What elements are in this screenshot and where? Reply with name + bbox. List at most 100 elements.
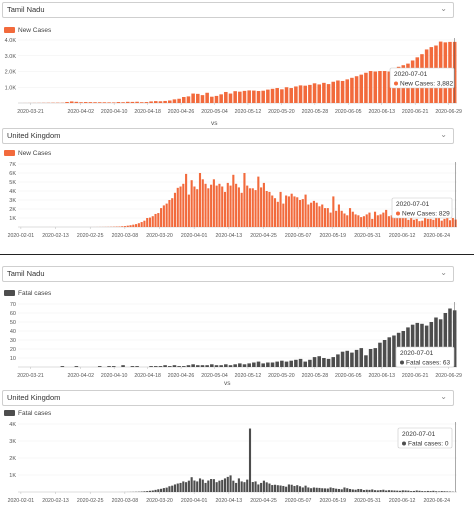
bar[interactable] xyxy=(163,100,167,103)
bar[interactable] xyxy=(323,208,327,227)
bar[interactable] xyxy=(298,358,303,367)
bar[interactable] xyxy=(248,428,252,492)
bar[interactable] xyxy=(371,218,374,227)
bar[interactable] xyxy=(146,491,149,492)
bar[interactable] xyxy=(251,482,254,492)
bar[interactable] xyxy=(257,484,260,492)
bar[interactable] xyxy=(443,313,448,367)
bar[interactable] xyxy=(261,90,265,103)
bar[interactable] xyxy=(158,101,163,103)
bar[interactable] xyxy=(129,225,132,227)
bar[interactable] xyxy=(284,361,289,367)
region-select[interactable]: Tamil Nadu ⌄ xyxy=(2,266,454,282)
bar[interactable] xyxy=(262,480,265,492)
bar[interactable] xyxy=(287,484,290,492)
bar[interactable] xyxy=(340,210,343,227)
bar[interactable] xyxy=(387,337,392,367)
bar[interactable] xyxy=(275,361,279,367)
bar[interactable] xyxy=(229,185,232,227)
bar[interactable] xyxy=(176,483,179,492)
bar[interactable] xyxy=(396,490,399,492)
bar[interactable] xyxy=(398,214,402,227)
bar[interactable] xyxy=(331,357,336,367)
chart-uk-new-cases[interactable]: 1K 2K 3K 4K 5K 6K 7K 2020-02-01 2020-02-13 2020-0… xyxy=(0,160,474,242)
bar[interactable] xyxy=(247,363,251,367)
bar[interactable] xyxy=(235,183,238,227)
bar[interactable] xyxy=(157,489,160,492)
bar[interactable] xyxy=(429,322,434,367)
bar[interactable] xyxy=(198,173,202,227)
bar[interactable] xyxy=(326,488,329,492)
bar[interactable] xyxy=(74,101,79,103)
bar[interactable] xyxy=(219,365,223,367)
bar[interactable] xyxy=(410,324,415,367)
bar[interactable] xyxy=(200,95,205,103)
bar[interactable] xyxy=(187,194,190,227)
bar[interactable] xyxy=(435,491,438,492)
bar[interactable] xyxy=(186,365,191,367)
bar[interactable] xyxy=(171,485,174,492)
bar[interactable] xyxy=(111,102,116,103)
bar[interactable] xyxy=(354,349,359,367)
bar[interactable] xyxy=(407,490,410,492)
bar[interactable] xyxy=(260,482,263,492)
bar[interactable] xyxy=(421,220,424,227)
bar[interactable] xyxy=(379,490,382,492)
bar[interactable] xyxy=(301,487,304,492)
bar[interactable] xyxy=(154,213,157,227)
bar[interactable] xyxy=(168,366,172,367)
bar[interactable] xyxy=(252,362,256,368)
bar[interactable] xyxy=(176,187,179,227)
bar[interactable] xyxy=(179,186,182,228)
bar[interactable] xyxy=(126,225,129,227)
bar[interactable] xyxy=(290,193,293,227)
bar[interactable] xyxy=(204,482,207,492)
bar[interactable] xyxy=(214,365,219,367)
bar[interactable] xyxy=(440,220,443,227)
bar[interactable] xyxy=(336,354,340,367)
bar[interactable] xyxy=(200,365,205,367)
bar[interactable] xyxy=(182,366,186,367)
bar[interactable] xyxy=(246,185,249,227)
bar[interactable] xyxy=(371,489,374,492)
bar[interactable] xyxy=(376,215,379,227)
bar[interactable] xyxy=(404,213,407,228)
bar[interactable] xyxy=(326,208,329,227)
bar[interactable] xyxy=(312,200,315,227)
bar[interactable] xyxy=(318,487,321,492)
bar[interactable] xyxy=(276,485,279,492)
bar[interactable] xyxy=(279,485,282,492)
bar[interactable] xyxy=(298,200,302,227)
bar[interactable] xyxy=(172,365,177,367)
bar[interactable] xyxy=(254,481,257,492)
bar[interactable] xyxy=(123,226,127,227)
bar[interactable] xyxy=(448,308,452,368)
bar[interactable] xyxy=(437,491,440,492)
bar[interactable] xyxy=(196,481,199,492)
bar[interactable] xyxy=(322,358,326,367)
bar[interactable] xyxy=(79,102,83,103)
bar[interactable] xyxy=(304,485,307,492)
bar[interactable] xyxy=(196,93,200,103)
bar[interactable] xyxy=(423,491,427,492)
bar[interactable] xyxy=(310,488,313,492)
bar[interactable] xyxy=(329,212,332,227)
bar[interactable] xyxy=(233,364,237,367)
bar[interactable] xyxy=(343,213,346,228)
bar[interactable] xyxy=(301,199,304,227)
bar[interactable] xyxy=(268,191,271,227)
bar[interactable] xyxy=(446,491,449,492)
bar[interactable] xyxy=(140,222,143,227)
bar[interactable] xyxy=(340,80,345,103)
bar[interactable] xyxy=(337,488,340,492)
bar[interactable] xyxy=(251,188,254,227)
bar[interactable] xyxy=(351,489,354,492)
bar[interactable] xyxy=(393,490,396,492)
bar[interactable] xyxy=(111,366,116,367)
bar[interactable] xyxy=(186,96,191,103)
bar[interactable] xyxy=(205,92,209,103)
bar[interactable] xyxy=(226,476,229,492)
bar[interactable] xyxy=(240,192,243,227)
bar[interactable] xyxy=(368,489,371,492)
bar[interactable] xyxy=(273,484,277,492)
